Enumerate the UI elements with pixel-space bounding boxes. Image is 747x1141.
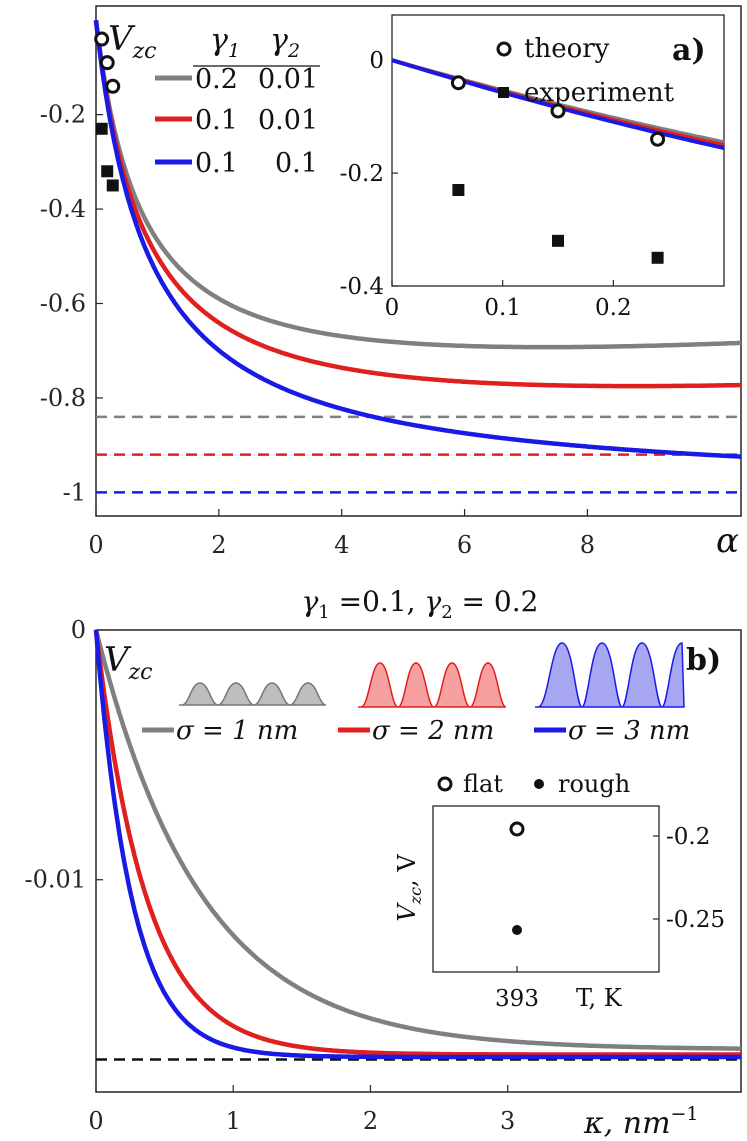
inset-b-legend-flat: flat: [463, 770, 503, 798]
panel-b-x-tick-label: 3: [500, 1107, 515, 1135]
panel-a-inset: 0-0.2-0.40 0.1 0.2 theory experiment a): [340, 14, 725, 321]
inset-b-y-tick-label-2: -0.25: [666, 907, 725, 933]
inset-a-x-tick-label: 0: [385, 295, 400, 321]
panel-b-curves: [93, 629, 741, 1060]
inset-b-box: [432, 805, 660, 973]
legend-header-gamma2: γ2: [270, 23, 300, 62]
inset-a-ticks: 0-0.2-0.40 0.1 0.2: [340, 48, 632, 321]
panel-b-curve-1: [93, 629, 741, 1051]
inset-b-y-axis-label: Vzc, V: [393, 854, 425, 922]
inset-a-theory-point: [550, 103, 566, 119]
panel-a-curves: [93, 19, 741, 459]
panel-a-experiment-point: [95, 122, 108, 135]
panel-a-curve-1: [93, 19, 741, 350]
inset-a-markers: [450, 75, 666, 264]
panel-a-y-axis-label: Vzc: [108, 19, 156, 64]
panel-b-legend: σ = 1 nm σ = 2 nm σ = 3 nm: [142, 716, 690, 746]
panel-a-y-tick-label: -1: [63, 478, 86, 506]
inset-a-legend-experiment-marker: [498, 87, 509, 98]
panel-b-y-tick-label: 0: [71, 616, 86, 644]
panel-b-curve-2: [93, 629, 741, 1057]
panel-a-markers: [94, 31, 121, 192]
legend-blue-g2: 0.1: [275, 148, 318, 179]
panel-a-x-tick-label: 6: [457, 531, 472, 559]
inset-b-x-tick-label: 393: [495, 986, 539, 1012]
inset-a-y-tick-label: -0.2: [340, 161, 384, 187]
legend-header-gamma1: γ1: [210, 23, 240, 62]
panel-b-y-tick-label: -0.01: [24, 866, 86, 894]
legend-blue-g1: 0.1: [195, 148, 238, 179]
inset-a-theory-point: [450, 75, 466, 91]
inset-b-point-rough: [512, 925, 522, 935]
panel-a-theory-point: [99, 55, 115, 71]
panel-b-title: γ1 =0.1, γ2 = 0.2: [302, 585, 539, 623]
panel-a-curve-2: [93, 19, 741, 389]
legend-gray-g1: 0.2: [195, 64, 238, 95]
legend-b-sigma3: σ = 3 nm: [568, 716, 690, 746]
legend-red-g2: 0.01: [258, 105, 318, 136]
panel-a-experiment-point: [106, 179, 119, 192]
panel-a-experiment-point: [101, 165, 114, 178]
panel-a-x-ticks: 0 2 4 6 8: [88, 509, 595, 559]
panel-b-y-ticks: 0 -0.01: [24, 616, 103, 894]
legend-b-sigma2: σ = 2 nm: [372, 716, 494, 746]
panel-a-y-ticks: -0.2 -0.4 -0.6 -0.8 -1: [40, 101, 103, 506]
legend-b-sigma1: σ = 1 nm: [176, 716, 298, 746]
inset-b-legend-rough: rough: [558, 770, 630, 798]
panel-b-x-axis-label: κ, nm−1: [583, 1103, 699, 1141]
panel-b-x-tick-label: 1: [226, 1107, 241, 1135]
inset-b-point-flat: [509, 821, 525, 837]
inset-a-legend-theory-marker: [496, 41, 512, 57]
inset-a-legend-experiment: experiment: [524, 78, 675, 108]
panel-a-y-tick-label: -0.2: [40, 101, 86, 129]
legend-gray-g2: 0.01: [258, 64, 318, 95]
inset-a-x-tick-label: 0.2: [595, 295, 632, 321]
inset-a-x-tick-label: 0.1: [484, 295, 521, 321]
panel-a-label: a): [672, 33, 706, 68]
panel-a-x-tick-label: 8: [580, 531, 595, 559]
panel-b-x-tick-label: 2: [363, 1107, 378, 1135]
panel-b-x-ticks: 0 1 2 3: [88, 1085, 515, 1135]
panel-b-y-axis-label: Vzc: [104, 640, 152, 685]
panel-b-axes-box: [95, 629, 742, 1093]
panel-a-theory-point: [94, 31, 110, 47]
panel-a-y-tick-label: -0.4: [40, 195, 86, 223]
panel-a-x-axis-label: α: [716, 521, 739, 561]
panel-a-curve-3: [93, 19, 741, 459]
panel-a-axes-box: [95, 5, 742, 517]
panel-a-y-tick-label: -0.8: [40, 384, 86, 412]
legend-red-g1: 0.1: [195, 105, 238, 136]
inset-a-experiment-point: [452, 184, 465, 197]
inset-a-theory-point: [650, 131, 666, 147]
panel-b-inset: flat rough -0.2 -0.25 393 T, K Vzc, V: [393, 770, 725, 1012]
roughness-profile-blue-icon: [535, 642, 685, 708]
panel-a-x-tick-label: 4: [334, 531, 349, 559]
panel-a-legend: γ1 γ2 0.2 0.01 0.1 0.01 0.1 0.1: [155, 23, 320, 179]
inset-b-legend-rough-marker: [534, 779, 544, 789]
inset-a-y-tick-label: 0: [369, 48, 384, 74]
panel-a-x-tick-label: 0: [88, 531, 103, 559]
panel-b: γ1 =0.1, γ2 = 0.2 0 -0.01 0 1 2 3 Vzc κ, nm−…: [24, 585, 742, 1141]
inset-a-y-tick-label: -0.4: [340, 274, 384, 300]
panel-a-x-tick-label: 2: [211, 531, 226, 559]
panel-a: -0.2 -0.4 -0.6 -0.8 -1 0 2 4 6 8 Vzc α γ1 γ2 0.2…: [40, 5, 742, 561]
inset-b-x-axis-label: T, K: [576, 984, 623, 1012]
inset-a-experiment-point: [552, 234, 564, 247]
panel-a-y-tick-label: -0.6: [40, 290, 86, 318]
inset-b-legend-flat-marker: [437, 776, 453, 792]
inset-a-experiment-point: [651, 251, 664, 264]
roughness-profile-red-icon: [358, 662, 507, 708]
panel-b-x-tick-label: 0: [88, 1107, 103, 1135]
inset-a-legend-theory: theory: [524, 34, 610, 64]
inset-b-y-tick-label-1: -0.2: [666, 824, 710, 850]
roughness-profile-gray-icon: [179, 682, 327, 706]
panel-b-curve-3: [93, 629, 741, 1060]
panel-b-label: b): [686, 643, 721, 678]
panel-a-theory-point: [105, 78, 121, 94]
